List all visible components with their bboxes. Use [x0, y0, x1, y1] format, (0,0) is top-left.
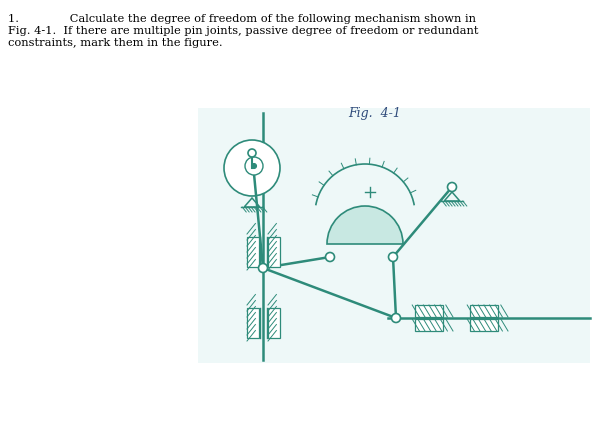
Bar: [470, 305, 498, 317]
Bar: [268, 237, 280, 267]
Bar: [247, 308, 259, 338]
Bar: [470, 319, 498, 331]
Circle shape: [251, 164, 257, 168]
Bar: [198, 108, 590, 363]
Circle shape: [448, 182, 457, 192]
Text: 1.              Calculate the degree of freedom of the following mechanism shown: 1. Calculate the degree of freedom of th…: [8, 14, 476, 24]
Bar: [268, 308, 280, 338]
Text: Fig. 4-1.  If there are multiple pin joints, passive degree of freedom or redund: Fig. 4-1. If there are multiple pin join…: [8, 26, 478, 36]
Bar: [415, 305, 443, 317]
Text: Fig.  4-1: Fig. 4-1: [349, 107, 401, 120]
Circle shape: [391, 314, 400, 323]
Bar: [415, 319, 443, 331]
Text: constraints, mark them in the figure.: constraints, mark them in the figure.: [8, 38, 222, 48]
Circle shape: [224, 140, 280, 196]
Wedge shape: [327, 206, 403, 244]
Circle shape: [388, 252, 397, 261]
Circle shape: [326, 252, 335, 261]
Circle shape: [258, 264, 267, 272]
Bar: [247, 237, 259, 267]
Circle shape: [248, 149, 256, 157]
Circle shape: [245, 157, 263, 175]
